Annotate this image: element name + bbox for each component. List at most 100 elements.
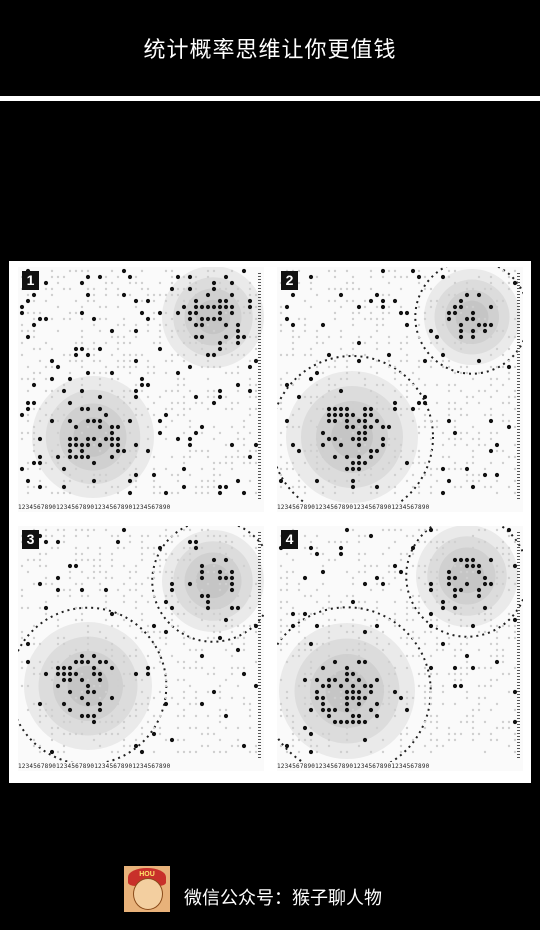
data-dot xyxy=(284,743,290,749)
data-dot xyxy=(67,665,73,671)
grid-dot xyxy=(459,389,463,393)
grid-dot xyxy=(411,473,415,477)
grid-dot xyxy=(309,702,313,706)
grid-dot xyxy=(140,534,144,538)
grid-dot xyxy=(110,750,114,754)
data-dot xyxy=(145,382,151,388)
grid-dot xyxy=(254,383,258,387)
grid-dot xyxy=(230,425,234,429)
grid-dot xyxy=(32,329,36,333)
grid-dot xyxy=(297,281,301,285)
data-dot xyxy=(356,460,362,466)
grid-dot xyxy=(405,666,409,670)
grid-dot xyxy=(104,317,108,321)
data-dot xyxy=(217,394,223,400)
edge-tick xyxy=(517,456,520,457)
grid-dot xyxy=(200,431,204,435)
data-dot xyxy=(458,683,464,689)
grid-dot xyxy=(80,365,84,369)
grid-dot xyxy=(357,413,361,417)
data-dot xyxy=(356,430,362,436)
grid-dot xyxy=(44,299,48,303)
grid-dot xyxy=(363,702,367,706)
grid-dot xyxy=(122,413,126,417)
grid-dot xyxy=(224,455,228,459)
data-dot xyxy=(199,316,205,322)
data-dot xyxy=(97,274,103,280)
grid-dot xyxy=(327,594,331,598)
data-dot xyxy=(193,545,199,551)
grid-dot xyxy=(224,582,228,586)
grid-dot xyxy=(230,630,234,634)
edge-tick xyxy=(258,312,261,313)
grid-dot xyxy=(242,696,246,700)
data-dot xyxy=(458,334,464,340)
grid-dot xyxy=(489,576,493,580)
data-dot xyxy=(187,539,193,545)
data-dot xyxy=(374,713,380,719)
grid-dot xyxy=(363,377,367,381)
grid-dot xyxy=(405,654,409,658)
grid-dot xyxy=(188,528,192,532)
grid-dot xyxy=(369,275,373,279)
grid-dot xyxy=(345,570,349,574)
data-dot xyxy=(308,707,314,713)
grid-dot xyxy=(489,654,493,658)
grid-dot xyxy=(206,449,210,453)
data-dot xyxy=(392,298,398,304)
grid-dot xyxy=(477,528,481,532)
grid-dot xyxy=(158,281,162,285)
data-dot xyxy=(73,346,79,352)
grid-dot xyxy=(423,690,427,694)
grid-dot xyxy=(369,750,373,754)
grid-dot xyxy=(50,582,54,586)
avatar[interactable]: HOU xyxy=(124,866,170,912)
grid-dot xyxy=(206,726,210,730)
grid-dot xyxy=(321,690,325,694)
edge-tick xyxy=(258,366,261,367)
grid-dot xyxy=(471,732,475,736)
grid-dot xyxy=(116,750,120,754)
grid-dot xyxy=(98,371,102,375)
grid-dot xyxy=(170,455,174,459)
grid-dot xyxy=(104,570,108,574)
grid-dot xyxy=(116,407,120,411)
grid-dot xyxy=(116,293,120,297)
grid-dot xyxy=(170,618,174,622)
grid-dot xyxy=(315,750,319,754)
grid-dot xyxy=(279,329,283,333)
grid-dot xyxy=(122,672,126,676)
grid-dot xyxy=(218,606,222,610)
edge-tick xyxy=(258,447,261,448)
grid-dot xyxy=(80,341,84,345)
grid-dot xyxy=(20,606,24,610)
grid-dot xyxy=(285,582,289,586)
grid-dot xyxy=(447,269,451,273)
grid-dot xyxy=(513,624,517,628)
data-dot xyxy=(356,340,362,346)
grid-dot xyxy=(140,690,144,694)
grid-dot xyxy=(26,485,30,489)
grid-dot xyxy=(230,642,234,646)
grid-dot xyxy=(116,546,120,550)
grid-dot xyxy=(80,317,84,321)
data-dot xyxy=(79,448,85,454)
grid-dot xyxy=(435,618,439,622)
grid-dot xyxy=(224,552,228,556)
grid-dot xyxy=(86,287,90,291)
data-dot xyxy=(199,575,205,581)
grid-dot xyxy=(417,672,421,676)
grid-dot xyxy=(62,720,66,724)
grid-dot xyxy=(435,546,439,550)
grid-dot xyxy=(417,540,421,544)
grid-dot xyxy=(423,413,427,417)
grid-dot xyxy=(417,491,421,495)
grid-dot xyxy=(417,323,421,327)
grid-dot xyxy=(393,473,397,477)
data-dot xyxy=(97,677,103,683)
data-dot xyxy=(314,689,320,695)
grid-dot xyxy=(110,377,114,381)
grid-dot xyxy=(285,624,289,628)
grid-dot xyxy=(206,714,210,718)
data-dot xyxy=(223,484,229,490)
